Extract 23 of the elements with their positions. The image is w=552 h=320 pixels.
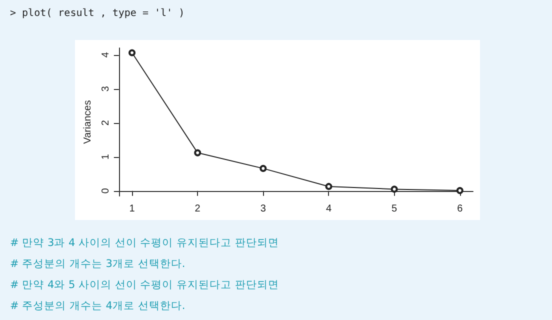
point xyxy=(325,182,332,190)
x-tick-label: 2 xyxy=(194,204,201,214)
y-tick-label: 3 xyxy=(100,86,112,92)
y-tick-label: 1 xyxy=(100,154,112,160)
point xyxy=(390,186,398,193)
text: # 주성분의 개수는 3개로 선택한다. xyxy=(10,257,186,271)
x-tick-label: 3 xyxy=(260,204,266,214)
y-axis-title: Variances xyxy=(82,100,94,144)
x-tick-label: 4 xyxy=(326,204,332,214)
point xyxy=(128,49,136,56)
y-tick-label: 0 xyxy=(100,188,112,194)
point xyxy=(456,187,464,194)
y-tick-label: 4 xyxy=(100,52,112,58)
text: # 만약 3과 4 사이의 선이 수평이 유지된다고 판단되면 xyxy=(10,236,279,250)
x-tick-label: 5 xyxy=(392,204,398,214)
point xyxy=(194,149,202,156)
x-tick-label: 6 xyxy=(457,204,464,214)
text: # 주성분의 개수는 4개로 선택한다. xyxy=(10,299,186,313)
y-tick-label: 2 xyxy=(100,120,112,126)
point xyxy=(260,164,267,172)
text: # 만약 4와 5 사이의 선이 수평이 유지된다고 판단되면 xyxy=(10,278,279,292)
x-tick-label: 1 xyxy=(129,204,136,214)
chart-title: > plot( result , type = 'l' ) xyxy=(10,8,185,19)
